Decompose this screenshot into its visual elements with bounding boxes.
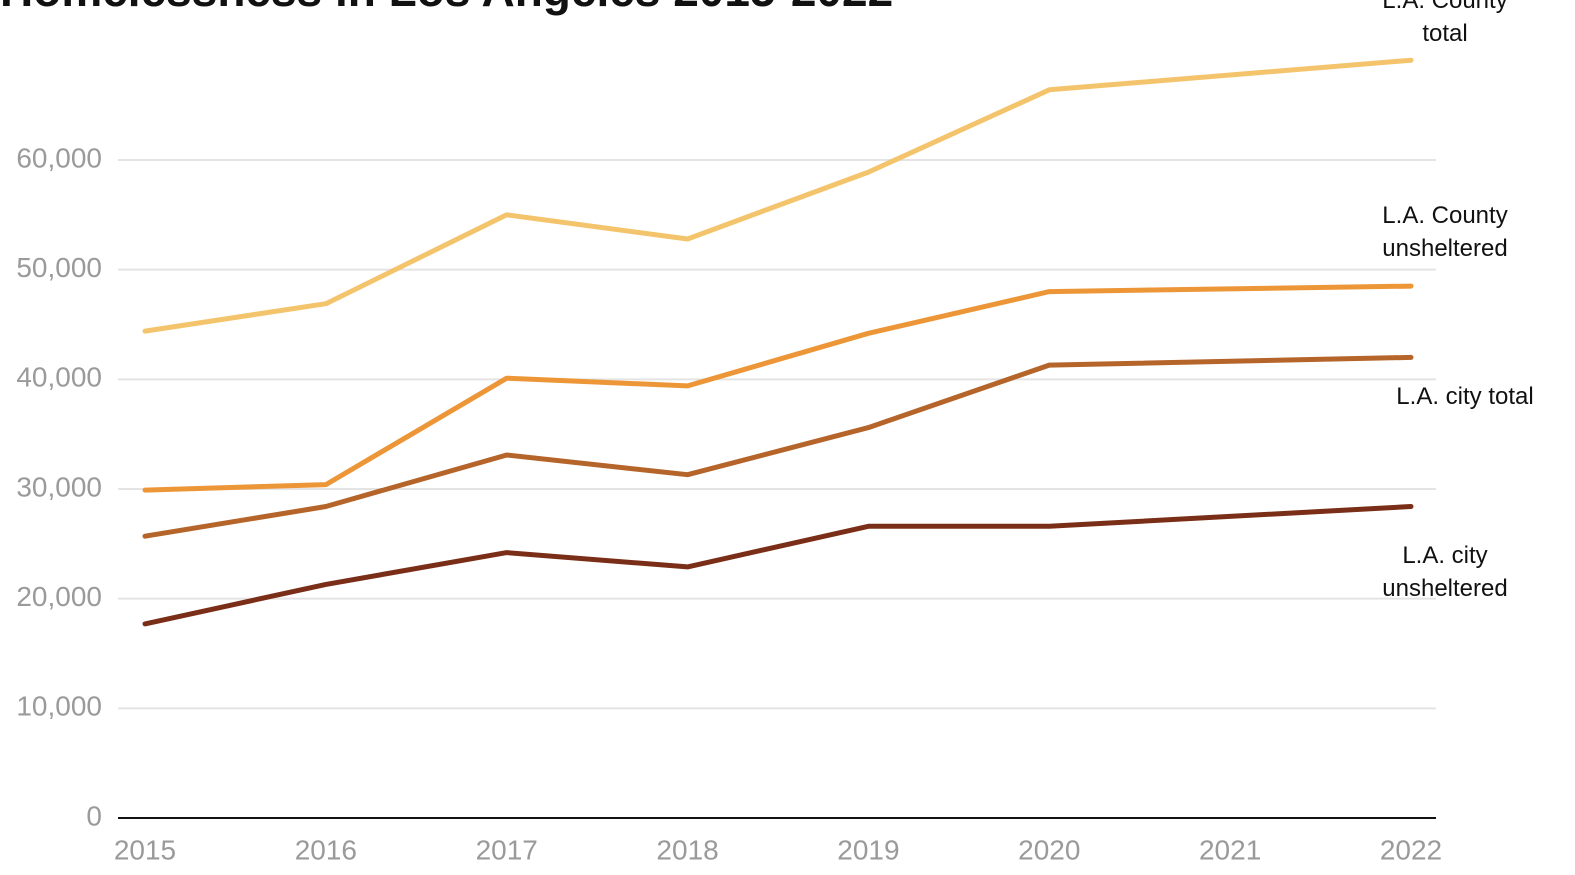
x-tick-label: 2018 bbox=[656, 834, 718, 865]
y-tick-label: 40,000 bbox=[16, 362, 102, 393]
x-tick-label: 2022 bbox=[1380, 834, 1442, 865]
x-tick-label: 2020 bbox=[1018, 834, 1080, 865]
x-tick-label: 2021 bbox=[1199, 834, 1261, 865]
y-tick-label: 0 bbox=[86, 800, 102, 831]
series-line bbox=[142, 283, 1414, 493]
chart-title: Homelessness in Los Angeles 2015-2022 bbox=[0, 0, 893, 16]
series-label: L.A. County total bbox=[1382, 0, 1508, 47]
y-tick-label: 10,000 bbox=[16, 691, 102, 722]
x-tick-label: 2016 bbox=[295, 834, 357, 865]
series-label: L.A. city total bbox=[1396, 382, 1534, 410]
y-tick-label: 20,000 bbox=[16, 581, 102, 612]
series-line bbox=[142, 57, 1414, 334]
y-tick-label: 30,000 bbox=[16, 471, 102, 502]
series-label: L.A. County unsheltered bbox=[1382, 202, 1508, 262]
x-tick-label: 2017 bbox=[476, 834, 538, 865]
y-tick-label: 50,000 bbox=[16, 252, 102, 283]
x-tick-label: 2015 bbox=[114, 834, 176, 865]
series-line bbox=[142, 354, 1414, 539]
x-tick-label: 2019 bbox=[837, 834, 899, 865]
y-tick-label: 60,000 bbox=[16, 142, 102, 173]
series-line bbox=[142, 504, 1414, 627]
series-label: L.A. city unsheltered bbox=[1382, 542, 1508, 602]
